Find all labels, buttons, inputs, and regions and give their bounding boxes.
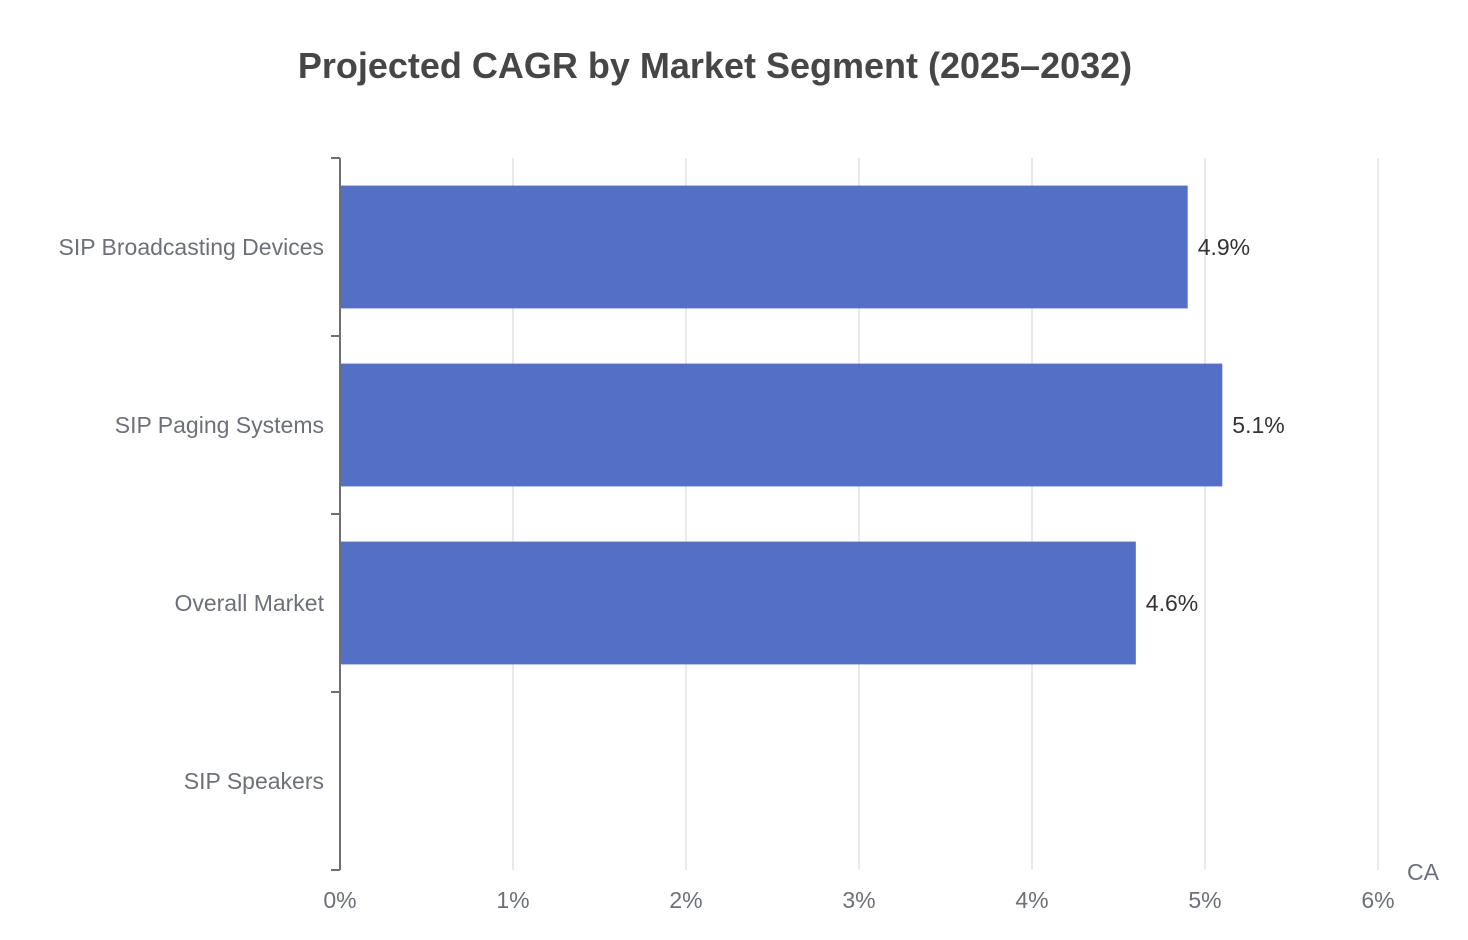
bar [340, 541, 1136, 665]
category-label: SIP Speakers [184, 768, 324, 794]
chart-title: Projected CAGR by Market Segment (2025–2… [298, 45, 1132, 86]
x-tick-label: 4% [1015, 887, 1048, 913]
data-label: 4.6% [1146, 590, 1198, 616]
axes [331, 157, 341, 871]
x-tick-label: 2% [669, 887, 702, 913]
data-label: 4.9% [1198, 234, 1250, 260]
category-label: Overall Market [174, 590, 324, 616]
x-tick-label: 3% [842, 887, 875, 913]
x-axis-name: CA [1407, 859, 1440, 885]
bar [340, 185, 1188, 309]
x-tick-label: 0% [323, 887, 356, 913]
bars [340, 185, 1223, 665]
x-tick-label: 6% [1361, 887, 1394, 913]
data-label: 5.1% [1232, 412, 1284, 438]
x-tick-label: 1% [496, 887, 529, 913]
category-label: SIP Paging Systems [115, 412, 324, 438]
category-label: SIP Broadcasting Devices [59, 234, 325, 260]
x-tick-label: 5% [1188, 887, 1221, 913]
bar [340, 363, 1223, 487]
labels: 0% 1% 2% 3% 4% 5% 6% SIP Broadcasting Devices 4.… [59, 234, 1395, 913]
